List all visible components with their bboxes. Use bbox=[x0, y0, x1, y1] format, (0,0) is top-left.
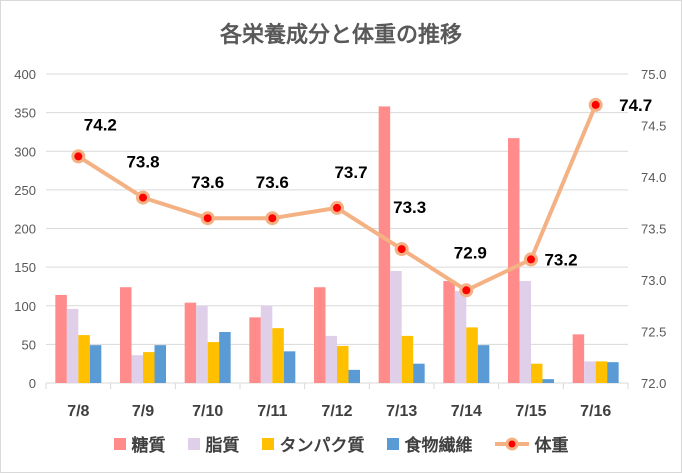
bar-2 bbox=[143, 352, 155, 383]
data-label: 74.7 bbox=[619, 96, 652, 115]
x-axis-label: 7/15 bbox=[515, 403, 546, 420]
data-label: 74.2 bbox=[84, 115, 117, 134]
bar-3 bbox=[348, 369, 360, 383]
weight-marker bbox=[397, 245, 406, 254]
legend-label: 食物繊維 bbox=[404, 436, 473, 456]
bar-2 bbox=[272, 328, 284, 383]
legend-item: 脂質 bbox=[187, 431, 240, 456]
right-axis-tick: 74.0 bbox=[641, 170, 666, 185]
bar-1 bbox=[260, 305, 273, 383]
weight-marker bbox=[333, 203, 341, 212]
left-axis-tick: 150 bbox=[14, 260, 36, 275]
legend: 糖質 脂質 タンパク質 食物繊維 体重 bbox=[1, 431, 681, 456]
weight-marker bbox=[591, 100, 600, 109]
legend-label: 脂質 bbox=[205, 436, 240, 456]
bar-3 bbox=[283, 351, 296, 383]
bar-0 bbox=[378, 106, 391, 383]
legend-item: 食物繊維 bbox=[386, 431, 473, 456]
bar-2 bbox=[401, 335, 414, 383]
bar-1 bbox=[66, 308, 79, 383]
bar-2 bbox=[595, 361, 608, 383]
legend-swatch bbox=[187, 437, 200, 450]
right-axis-tick: 72.0 bbox=[641, 376, 666, 391]
bar-2 bbox=[207, 342, 220, 383]
x-axis-label: 7/13 bbox=[386, 403, 417, 420]
left-axis-tick: 250 bbox=[14, 183, 36, 198]
bar-1 bbox=[325, 335, 337, 383]
legend-line-icon bbox=[494, 437, 529, 450]
data-label: 73.6 bbox=[256, 173, 289, 192]
weight-marker bbox=[139, 193, 147, 202]
legend-item: タンパク質 bbox=[261, 431, 365, 456]
data-label: 73.7 bbox=[334, 163, 367, 182]
x-axis-label: 7/9 bbox=[132, 403, 154, 420]
left-axis-tick: 350 bbox=[14, 106, 36, 121]
bar-0 bbox=[55, 294, 67, 383]
legend-label: タンパク質 bbox=[279, 436, 365, 456]
right-axis-tick: 73.0 bbox=[641, 273, 666, 288]
legend-label: 糖質 bbox=[131, 436, 166, 456]
bar-3 bbox=[607, 362, 619, 383]
weight-marker bbox=[462, 286, 471, 295]
data-label: 73.8 bbox=[126, 153, 159, 172]
bar-3 bbox=[413, 363, 425, 383]
weight-marker bbox=[203, 214, 212, 223]
right-axis-tick: 73.5 bbox=[641, 222, 666, 237]
bar-2 bbox=[78, 335, 90, 383]
bar-1 bbox=[584, 361, 596, 383]
bar-0 bbox=[120, 287, 132, 383]
legend-label: 体重 bbox=[534, 436, 569, 456]
right-axis-tick: 75.0 bbox=[641, 67, 666, 82]
x-axis-label: 7/14 bbox=[451, 403, 482, 420]
legend-swatch bbox=[113, 437, 126, 450]
x-axis-label: 7/16 bbox=[580, 403, 611, 420]
bar-2 bbox=[531, 363, 543, 383]
chart-title: 各栄養成分と体重の推移 bbox=[219, 23, 462, 48]
right-axis-tick: 74.5 bbox=[641, 119, 666, 134]
x-axis-label: 7/12 bbox=[321, 403, 352, 420]
data-label: 73.6 bbox=[191, 173, 224, 192]
bar-1 bbox=[390, 270, 402, 383]
bar-0 bbox=[508, 138, 520, 383]
x-axis-label: 7/8 bbox=[67, 403, 89, 420]
left-axis-tick: 400 bbox=[14, 67, 36, 82]
bar-1 bbox=[131, 355, 143, 383]
bar-3 bbox=[477, 345, 490, 383]
legend-swatch bbox=[386, 437, 399, 450]
weight-marker bbox=[527, 255, 535, 264]
data-label: 73.3 bbox=[393, 198, 426, 217]
legend-swatch bbox=[261, 437, 274, 450]
bar-0 bbox=[572, 334, 585, 383]
left-axis-tick: 0 bbox=[29, 376, 36, 391]
left-axis-tick: 100 bbox=[14, 299, 36, 314]
bar-0 bbox=[184, 302, 197, 383]
left-axis-tick: 200 bbox=[14, 222, 36, 237]
bar-2 bbox=[337, 345, 349, 383]
bar-3 bbox=[219, 332, 231, 383]
x-axis-label: 7/10 bbox=[192, 403, 223, 420]
bar-2 bbox=[466, 327, 478, 383]
legend-item: 糖質 bbox=[113, 431, 166, 456]
bar-0 bbox=[249, 317, 261, 383]
bar-1 bbox=[196, 305, 208, 383]
left-axis-tick: 50 bbox=[22, 337, 36, 352]
left-axis-tick: 300 bbox=[14, 144, 36, 159]
x-axis-label: 7/11 bbox=[257, 403, 287, 420]
legend-item: 体重 bbox=[494, 431, 569, 456]
bar-0 bbox=[314, 287, 326, 383]
data-label: 73.2 bbox=[544, 250, 577, 269]
bar-3 bbox=[89, 345, 102, 383]
bar-3 bbox=[542, 379, 554, 383]
right-axis-tick: 72.5 bbox=[641, 325, 666, 340]
bar-3 bbox=[154, 345, 166, 383]
data-label: 72.9 bbox=[454, 243, 487, 262]
bar-1 bbox=[454, 291, 467, 383]
bar-0 bbox=[443, 281, 455, 383]
bar-1 bbox=[519, 281, 531, 383]
weight-marker bbox=[74, 152, 83, 161]
weight-marker bbox=[268, 214, 277, 223]
